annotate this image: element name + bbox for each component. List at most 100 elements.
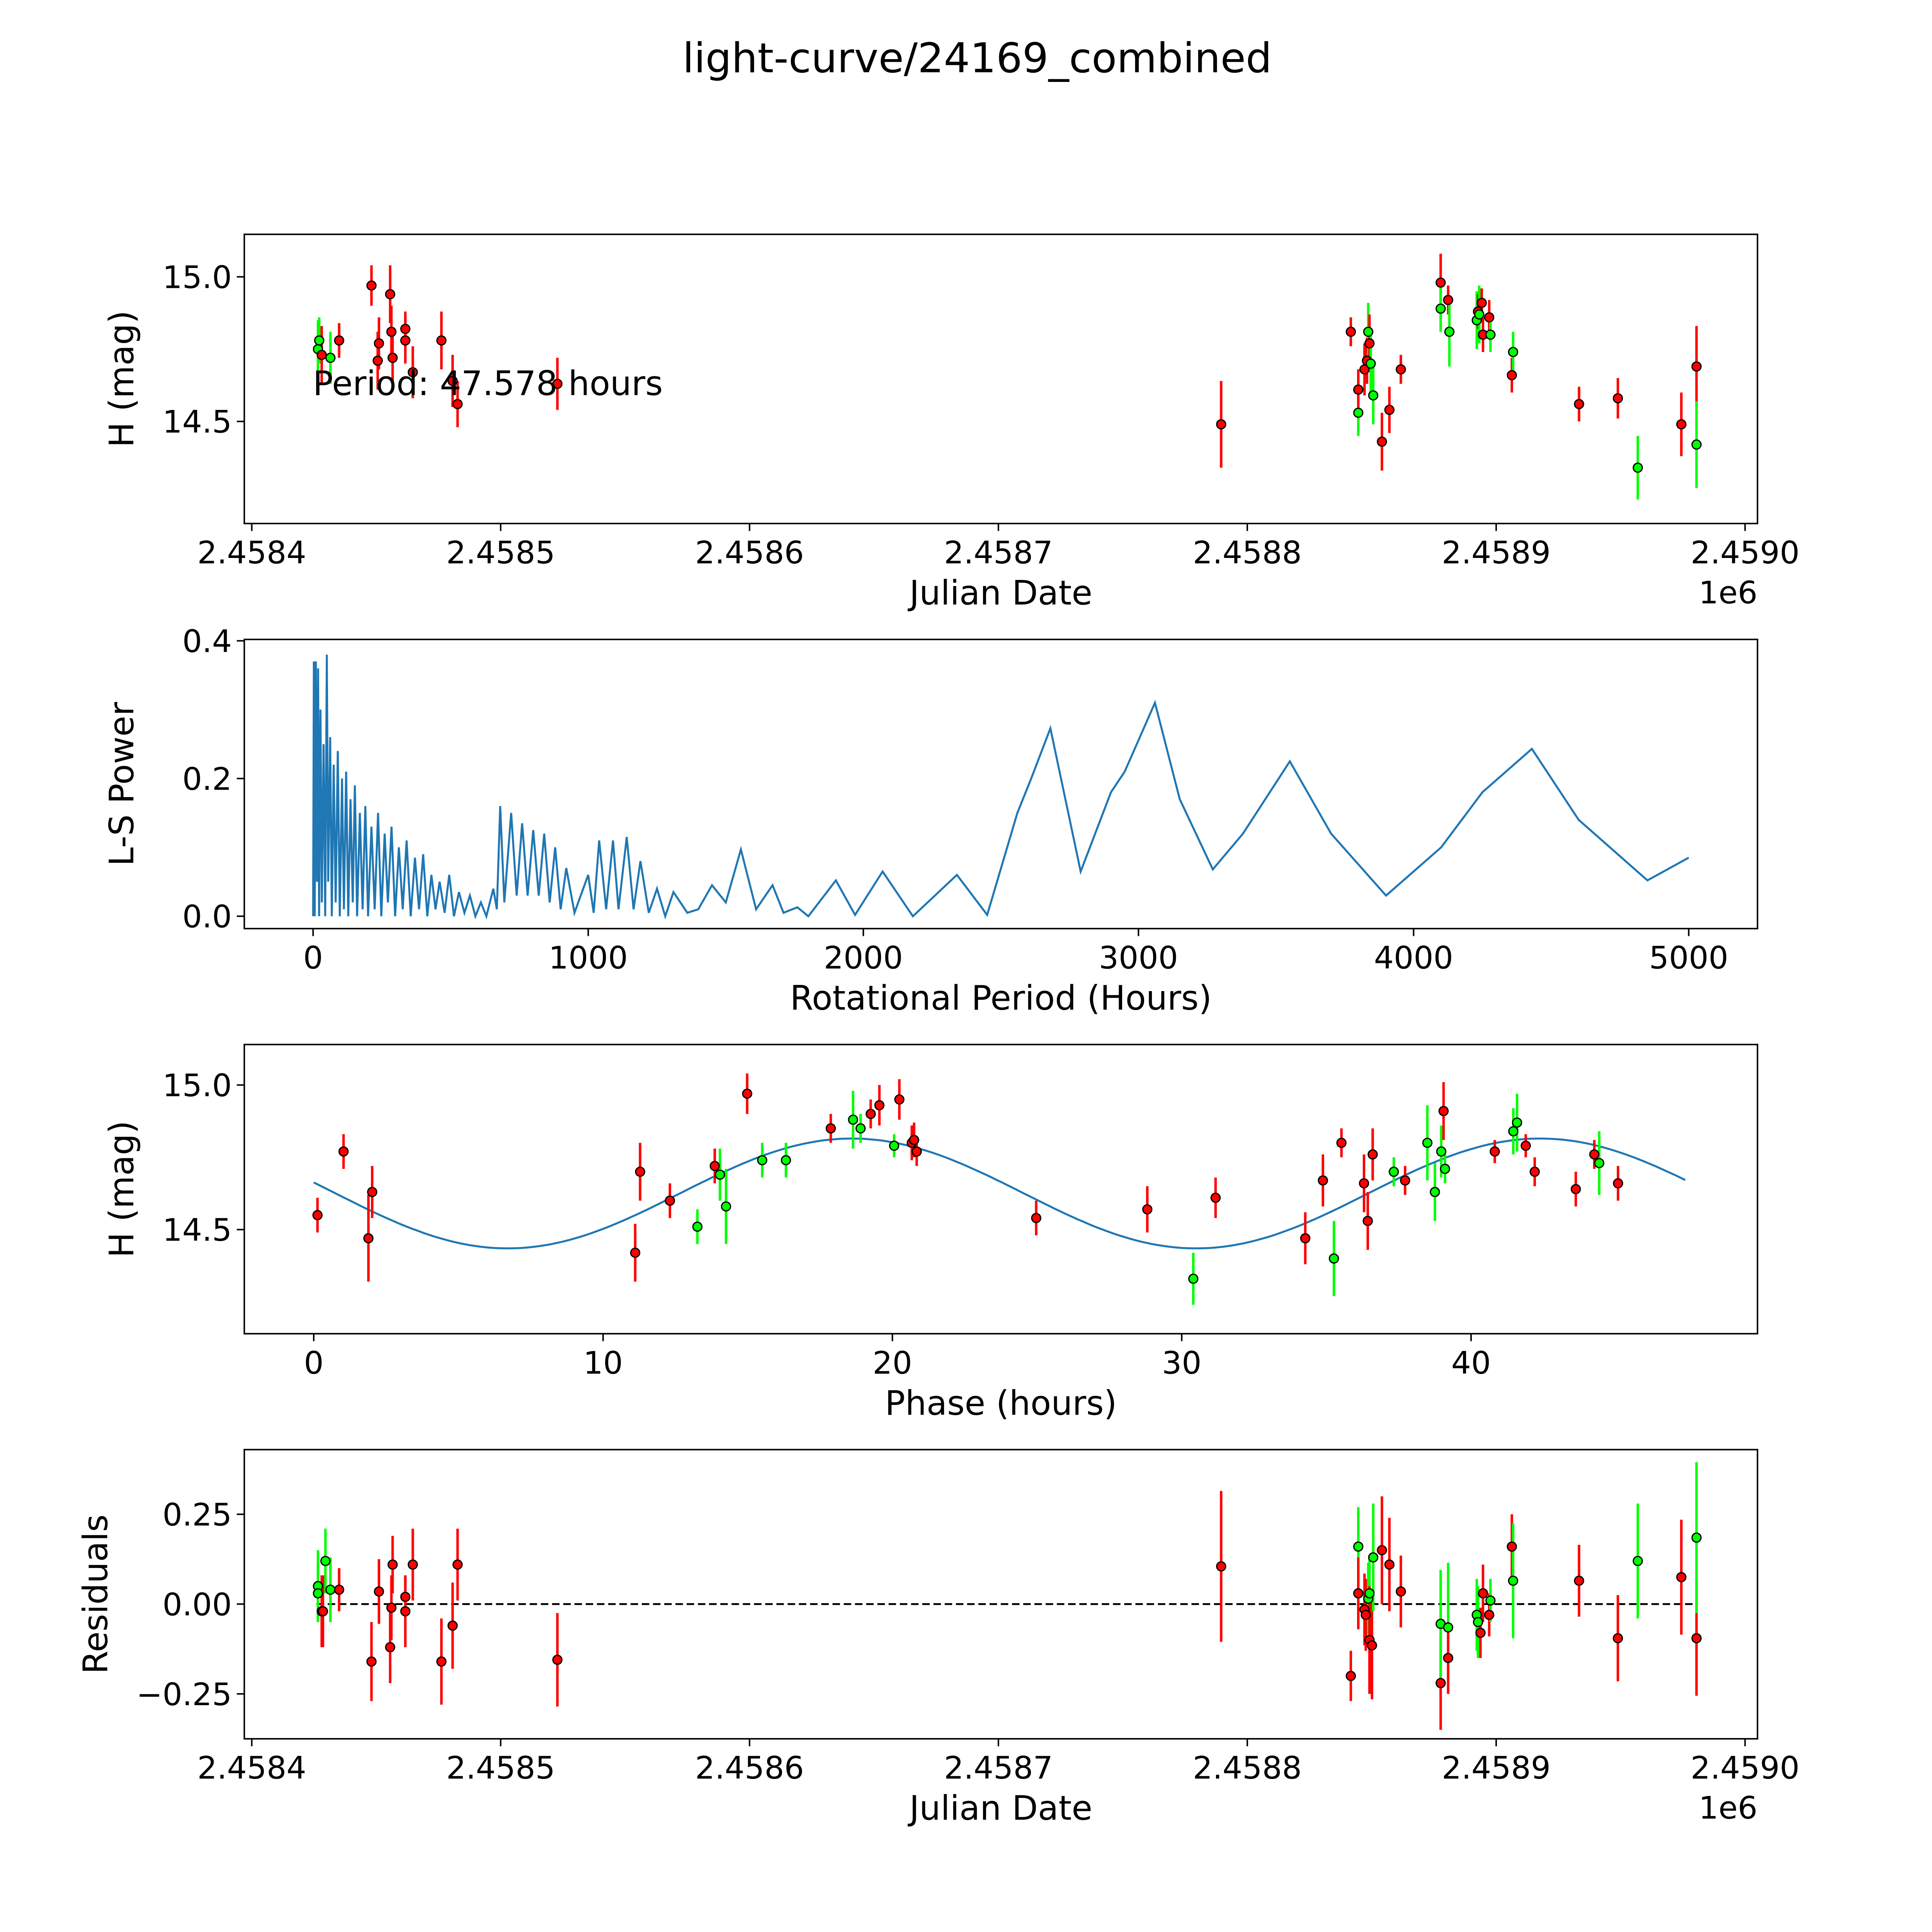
data-point [1353,1588,1364,1599]
data-point [912,1146,922,1157]
data-point [1367,1640,1377,1651]
data-point [436,335,447,346]
data-point [1435,303,1446,314]
data-point [866,1109,876,1119]
axes-frame [243,1449,1759,1740]
data-point [1475,1628,1486,1638]
y-tick-label: 15.0 [162,259,232,296]
y-tick-label: 0.00 [162,1587,232,1623]
data-point [1612,1633,1623,1643]
data-point [630,1247,641,1258]
x-axis-label: Phase (hours) [885,1383,1117,1423]
data-point [1478,1588,1488,1599]
x-tick-label: 2.4587 [944,535,1053,571]
data-point [1216,1561,1226,1571]
data-point [447,376,458,386]
x-tick-label: 2000 [824,940,903,976]
data-point [367,1187,378,1197]
data-point [635,1167,645,1177]
data-point [1490,1146,1500,1157]
data-point [452,1559,463,1570]
data-point [1366,358,1376,369]
data-point [709,1161,720,1171]
data-point [1031,1213,1041,1223]
data-point [1377,1545,1387,1556]
plot-area [313,253,1702,500]
data-point [386,1602,397,1613]
data-point [366,280,377,291]
data-point [318,1606,328,1617]
x-tick-label: 2.4588 [1193,535,1302,571]
data-point [1484,1610,1495,1620]
period-annotation: Period: 47.578 hours [313,364,663,403]
data-point [1359,1178,1369,1189]
data-point [1436,1146,1447,1157]
data-point [1570,1184,1581,1194]
data-point [385,1642,395,1653]
x-tick-label: 2.4589 [1442,1750,1551,1786]
data-point [1367,1149,1378,1160]
data-point [314,335,325,346]
data-point [825,1123,836,1134]
figure-title: light-curve/24169_combined [682,34,1272,82]
data-point [313,1588,323,1599]
data-point [385,289,395,299]
y-axis-label: H (mag) [102,1121,141,1258]
data-point [1353,407,1364,418]
data-point [1443,1653,1453,1663]
x-tick-label: 2.4584 [197,535,306,571]
data-point [447,1620,458,1631]
data-point [363,1233,374,1243]
x-tick-label: 40 [1451,1345,1491,1381]
y-tick-label: −0.25 [136,1677,232,1713]
data-point [1691,361,1702,372]
data-point [400,323,411,334]
data-point [374,338,384,349]
data-point [1443,295,1453,305]
data-point [1691,1633,1702,1643]
data-point [1328,1253,1339,1264]
data-point [1353,384,1364,395]
data-point [757,1155,767,1165]
data-point [848,1114,858,1125]
x-tick-label: 1000 [549,940,628,976]
axes-frame [243,1044,1759,1335]
panel-phased-curve: 0 10 20 30 40 14.5 15.0 Phase (hours) H (mag) [102,1044,1759,1423]
y-tick-label: 14.5 [162,1212,232,1248]
panel-residuals: 2.4584 2.4585 2.4586 2.4587 2.4588 2.4589 2.45… [76,1449,1799,1828]
panels: 2.4584 2.4585 2.4586 2.4587 2.4588 2.4589 2.45… [76,233,1799,1828]
data-point [1676,1572,1687,1582]
data-point [1633,1556,1643,1566]
data-point [1435,277,1446,288]
data-point [1633,463,1643,473]
data-point [1512,1117,1522,1128]
data-point [1476,298,1487,308]
data-point [781,1155,791,1165]
x-tick-label: 2.4590 [1690,1750,1799,1786]
periodogram-line [312,655,1689,920]
y-tick-label: 14.5 [162,404,232,440]
data-point [1400,1175,1410,1186]
data-point [1438,1106,1449,1116]
x-tick-label: 2.4587 [944,1750,1053,1786]
data-point [334,1584,344,1595]
data-point [1368,1552,1379,1563]
x-axis-label: Julian Date [908,1789,1093,1828]
y-axis-label: L-S Power [102,702,141,866]
data-point [1507,370,1517,381]
x-offset-label: 1e6 [1699,575,1757,611]
panel-light-curve: 2.4584 2.4585 2.4586 2.4587 2.4588 2.4589 2.45… [102,233,1799,613]
data-point [1435,1678,1446,1689]
y-tick-label: 0.4 [182,623,232,660]
x-tick-label: 2.4586 [695,535,804,571]
data-point [1443,1622,1453,1633]
data-point [1216,419,1226,430]
x-tick-label: 2.4584 [197,1750,306,1786]
data-point [889,1140,900,1151]
data-point [552,379,563,389]
data-point [1345,327,1356,337]
x-axis-label: Julian Date [908,573,1093,613]
y-tick-label: 0.0 [182,899,232,935]
data-point [1440,1163,1450,1174]
